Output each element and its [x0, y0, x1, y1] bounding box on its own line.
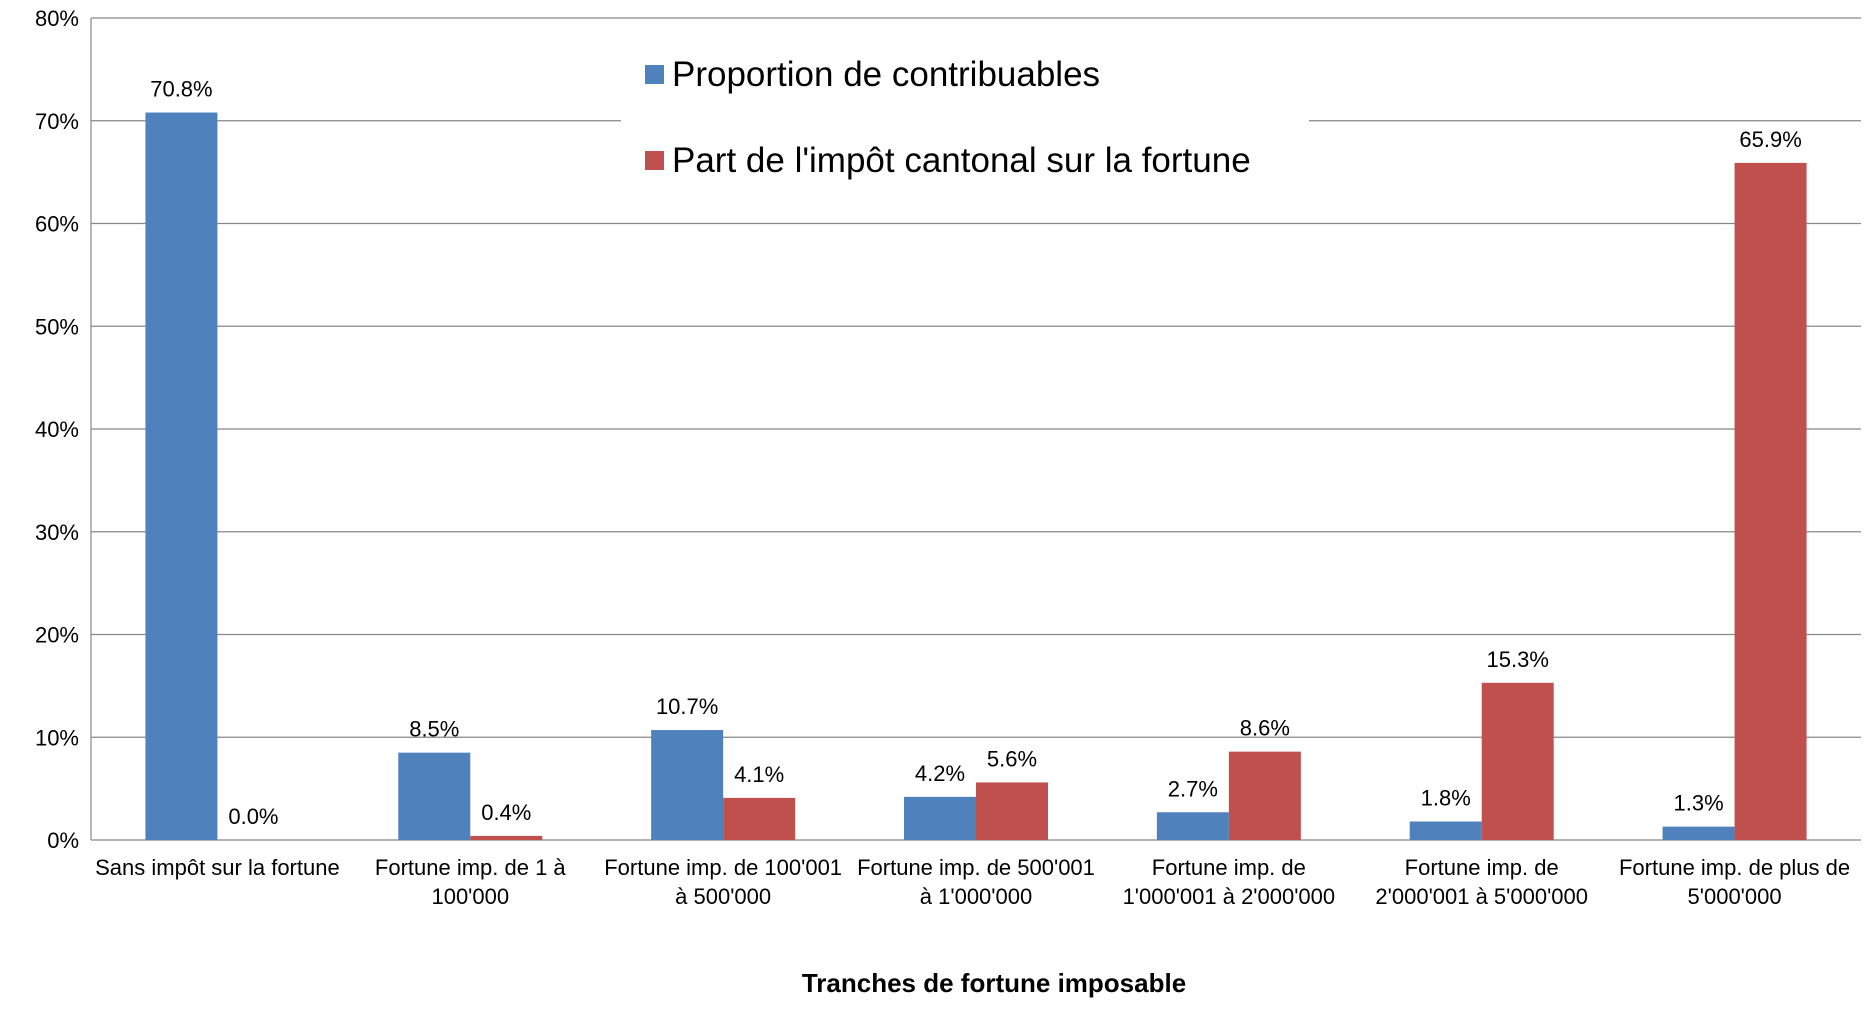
data-label: 0.0%	[228, 804, 278, 829]
x-tick-label: Sans impôt sur la fortune	[95, 855, 340, 880]
legend-label: Part de l'impôt cantonal sur la fortune	[672, 141, 1251, 180]
legend-box	[621, 40, 1309, 198]
data-label: 10.7%	[656, 694, 718, 719]
data-label: 15.3%	[1487, 647, 1549, 672]
x-tick-label: Fortune imp. de 100'001 à 500'000	[604, 855, 843, 909]
legend-swatch	[645, 65, 664, 84]
x-tick-label: Fortune imp. de 2'000'001 à 5'000'000	[1375, 855, 1588, 909]
bar	[651, 730, 724, 840]
bar	[1409, 821, 1482, 840]
bar	[145, 112, 218, 840]
x-axis-title: Tranches de fortune imposable	[802, 968, 1186, 998]
y-tick-label: 30%	[35, 520, 79, 545]
data-label: 70.8%	[150, 77, 212, 102]
legend-swatch	[645, 151, 664, 170]
data-label: 5.6%	[987, 746, 1037, 771]
bar	[1481, 682, 1554, 840]
x-tick-label: Fortune imp. de 1 à 100'000	[374, 855, 566, 909]
y-tick-label: 0%	[47, 828, 79, 853]
bar	[1734, 162, 1807, 840]
y-tick-label: 80%	[35, 6, 79, 31]
bar	[470, 835, 543, 840]
data-label: 65.9%	[1739, 127, 1801, 152]
y-tick-label: 70%	[35, 109, 79, 134]
data-label: 0.4%	[481, 800, 531, 825]
bar	[1228, 751, 1301, 840]
legend-label: Proportion de contribuables	[672, 55, 1100, 94]
data-label: 1.8%	[1421, 786, 1471, 811]
x-tick-label: Fortune imp. de 1'000'001 à 2'000'000	[1122, 855, 1336, 909]
bar	[723, 797, 796, 840]
data-label: 4.1%	[734, 762, 784, 787]
y-tick-label: 20%	[35, 623, 79, 648]
y-tick-label: 40%	[35, 417, 79, 442]
data-label: 8.6%	[1240, 716, 1290, 741]
bar	[976, 782, 1048, 840]
data-label: 8.5%	[409, 717, 459, 742]
bar	[1662, 826, 1735, 840]
x-tick-label: Fortune imp. de plus de 5'000'000	[1618, 855, 1851, 909]
data-label: 1.3%	[1673, 791, 1723, 816]
x-tick-label: Fortune imp. de 500'001 à 1'000'000	[857, 855, 1095, 909]
bar	[1156, 812, 1229, 840]
y-tick-label: 60%	[35, 212, 79, 237]
bar	[904, 796, 976, 840]
y-tick-label: 10%	[35, 725, 79, 750]
y-tick-label: 50%	[35, 314, 79, 339]
bar	[398, 752, 471, 840]
data-label: 2.7%	[1168, 776, 1218, 801]
data-label: 4.2%	[915, 761, 965, 786]
